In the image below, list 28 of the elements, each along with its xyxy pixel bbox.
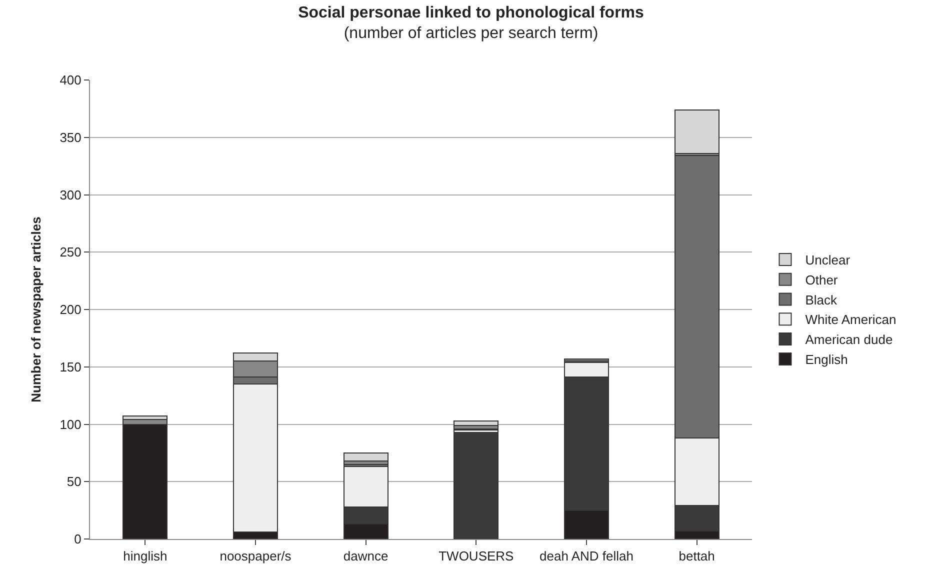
legend-label: Unclear: [805, 252, 851, 268]
bar: [454, 420, 499, 426]
bar: [343, 452, 388, 462]
y-tick-label: 100: [60, 416, 82, 432]
x-tick-label: dawnce: [343, 548, 388, 564]
bar: [674, 109, 720, 154]
bar: [122, 424, 168, 539]
chart-subtitle: (number of articles per search term): [344, 25, 598, 42]
y-axis-title: Number of newspaper articles: [28, 216, 44, 402]
legend-label: English: [805, 352, 848, 368]
y-tick-label: 350: [60, 130, 82, 145]
chart-title: Social personae linked to phonological forms: [298, 4, 644, 22]
y-tick-label: 400: [60, 72, 82, 88]
legend-label: Black: [805, 292, 838, 308]
y-tick-label: 300: [60, 187, 82, 202]
legend-label: White American: [805, 312, 896, 328]
x-tick-label: hinglish: [123, 548, 168, 564]
x-tick-label: deah AND fellah: [540, 548, 634, 564]
x-tick-label: bettah: [678, 548, 715, 564]
y-tick-label: 150: [60, 359, 82, 374]
y-tick-label: 200: [60, 302, 82, 318]
legend-label: American dude: [805, 332, 893, 348]
x-tick-label: noospaper/s: [220, 548, 292, 564]
legend-label: Other: [805, 272, 838, 288]
y-tick-label: 0: [74, 532, 82, 547]
x-tick-label: TWOUSERS: [438, 548, 514, 564]
y-tick-label: 250: [60, 244, 82, 260]
y-tick-label: 50: [66, 474, 82, 490]
